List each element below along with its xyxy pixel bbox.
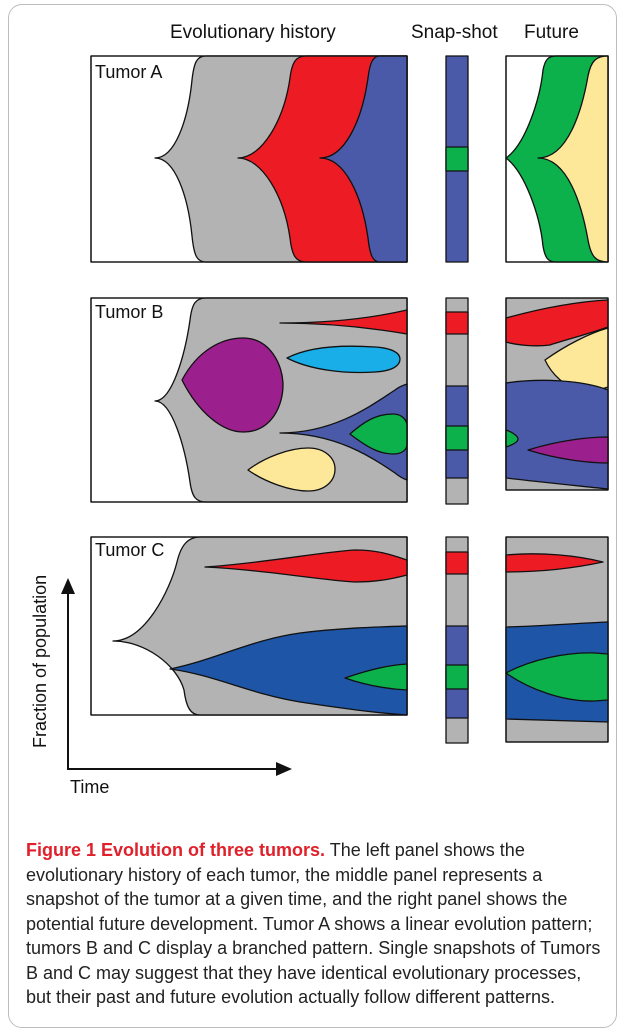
tumor-a-label: Tumor A: [95, 62, 162, 82]
tumor-c-future-red: [505, 553, 604, 573]
tumor-evolution-diagram: Tumor A Tumor B Tumor C Fraction of popu…: [30, 55, 609, 797]
header-evolutionary-history: Evolutionary history: [170, 22, 336, 43]
tumor-c-future-panel: [505, 536, 609, 743]
figure-caption: Figure 1 Evolution of three tumors. The …: [26, 838, 604, 1010]
tumor-b-future-green: [505, 429, 519, 448]
tumor-a-future-panel: [505, 55, 609, 263]
tumor-a-history-panel: [90, 55, 408, 263]
caption-body: The left panel shows the evolutionary hi…: [26, 840, 601, 1007]
tumor-b-light-blue-clone: [286, 345, 401, 374]
population-axis: [61, 578, 75, 769]
tumor-c-label: Tumor C: [95, 540, 164, 560]
tumor-c-history-panel: [90, 536, 408, 716]
tumor-b-label: Tumor B: [95, 302, 163, 322]
figure-frame: [8, 4, 617, 1028]
header-future: Future: [524, 22, 579, 43]
tumor-a-snapshot: [445, 55, 469, 263]
y-axis-label: Fraction of population: [30, 575, 50, 748]
tumor-b-future-panel: [505, 297, 609, 491]
tumor-b-future-blue: [505, 379, 609, 490]
header-snapshot: Snap-shot: [411, 22, 498, 43]
caption-title: Figure 1 Evolution of three tumors.: [26, 840, 326, 860]
time-axis: [67, 762, 292, 776]
tumor-b-future-red: [505, 299, 609, 347]
tumor-b-history-panel: [90, 297, 408, 503]
tumor-c-snapshot: [445, 536, 469, 744]
tumor-b-snapshot: [445, 297, 469, 505]
tumor-b-purple-clone: [181, 337, 284, 433]
tumor-b-yellow-clone: [247, 447, 336, 492]
x-axis-label: Time: [70, 777, 109, 797]
